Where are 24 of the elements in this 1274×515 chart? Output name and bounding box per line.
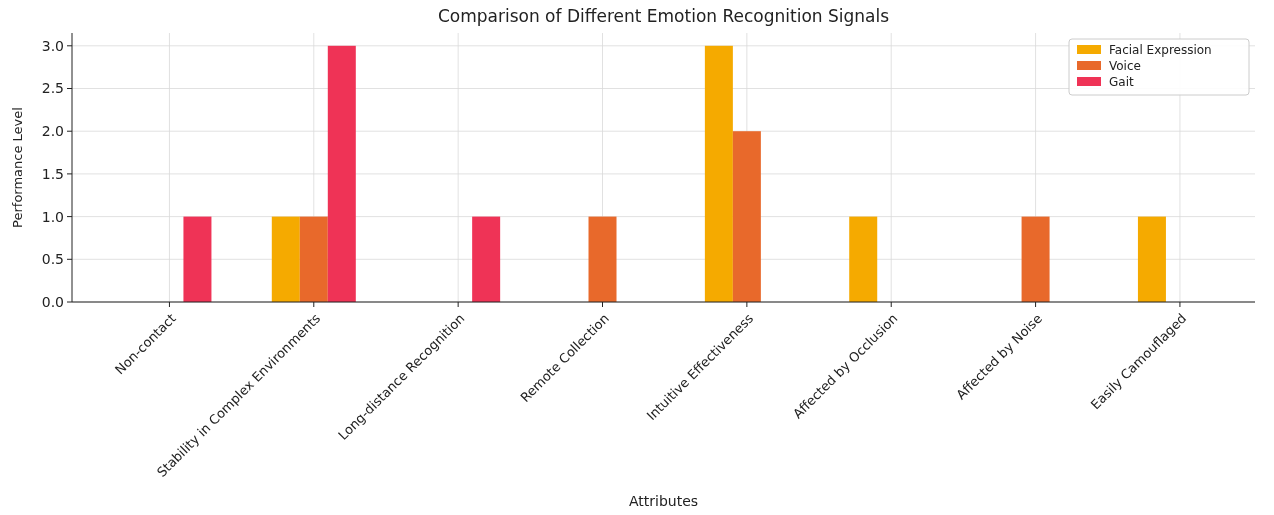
bar <box>849 216 878 302</box>
bar <box>732 131 761 302</box>
bar <box>1137 216 1166 302</box>
y-tick-label: 0.5 <box>41 251 64 268</box>
bar <box>704 45 733 302</box>
bar <box>183 216 212 302</box>
y-tick-label: 0.0 <box>41 293 64 310</box>
y-tick-label: 1.5 <box>41 165 64 182</box>
bar <box>299 216 328 302</box>
legend-label: Facial Expression <box>1109 43 1212 58</box>
y-tick-label: 2.0 <box>41 123 64 140</box>
y-tick-label: 2.5 <box>41 80 64 97</box>
legend-label: Voice <box>1109 59 1141 74</box>
bar <box>472 216 501 302</box>
bar <box>588 216 617 302</box>
bar <box>1021 216 1050 302</box>
y-tick-label: 1.0 <box>41 208 64 225</box>
x-axis-title: Attributes <box>628 493 699 509</box>
y-axis-title: Performance Level <box>10 107 25 228</box>
y-tick-label: 3.0 <box>41 37 64 54</box>
legend-label: Gait <box>1109 75 1134 90</box>
bar <box>327 45 356 302</box>
chart-title: Comparison of Different Emotion Recognition Signals <box>437 6 890 26</box>
bar <box>271 216 300 302</box>
